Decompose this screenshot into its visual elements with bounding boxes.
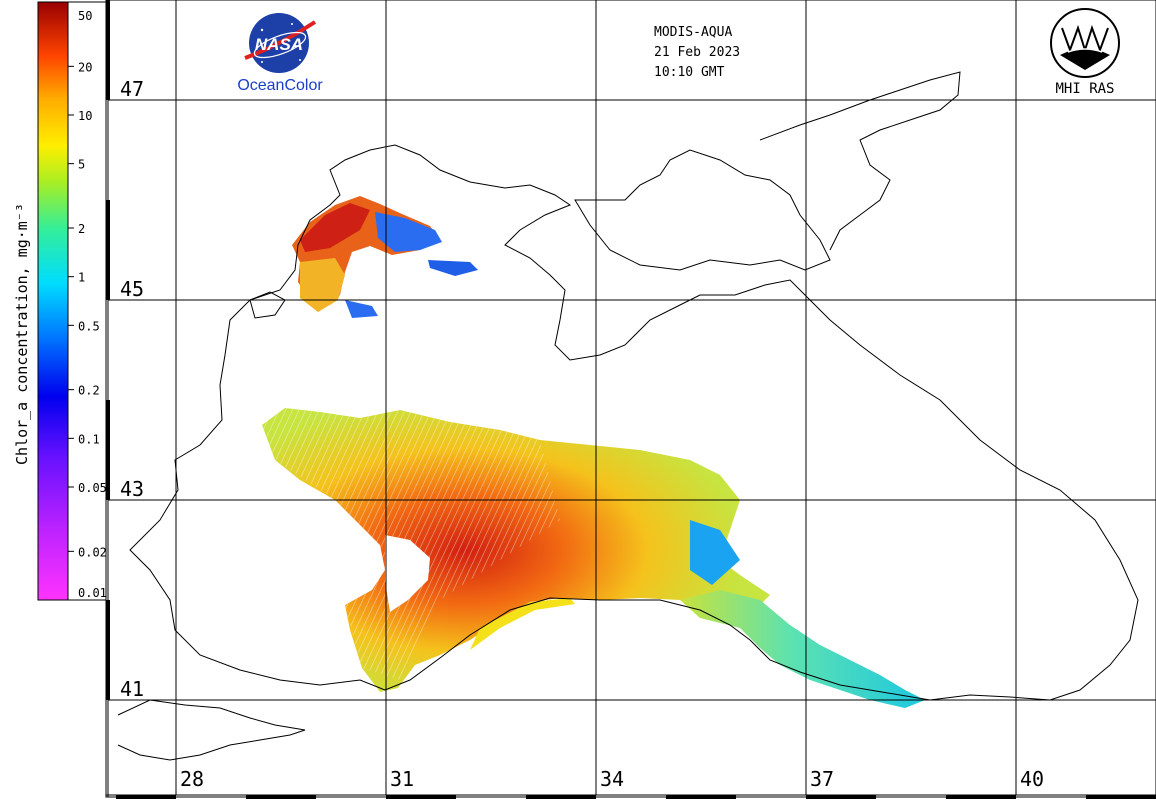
- colorbar-tick-label: 0.02: [78, 545, 107, 559]
- colorbar-tick-label: 0.5: [78, 319, 100, 333]
- lat-label-41: 41: [120, 677, 144, 701]
- marmara-coastline: [117, 699, 306, 761]
- coastal-yellow-rim: [470, 598, 575, 650]
- danube-delta: [249, 291, 286, 319]
- map-frame: [105, 0, 1156, 799]
- colorbar-gradient: [37, 1, 69, 601]
- nw-shelf-blue-tail: [428, 260, 478, 276]
- nw-shelf-yellow: [300, 258, 345, 312]
- colorbar-tick-label: 0.05: [78, 481, 107, 495]
- colorbar-tick-label: 20: [78, 60, 92, 74]
- acquisition-time: 10:10 GMT: [654, 65, 725, 80]
- satellite-name: MODIS-AQUA: [654, 25, 732, 40]
- nw-shelf-blue: [375, 212, 442, 252]
- crimea-coastline: [574, 149, 831, 271]
- header-info: MODIS-AQUA 21 Feb 2023 10:10 GMT: [654, 25, 740, 80]
- lon-label-40: 40: [1020, 767, 1044, 791]
- lat-label-43: 43: [120, 477, 144, 501]
- nw-shelf-red: [300, 203, 370, 252]
- lat-labels: 47 45 43 41: [112, 76, 152, 701]
- colorbar-tick-label: 5: [78, 158, 85, 172]
- colorbar-tick-label: 0.1: [78, 432, 100, 446]
- left-scale-ticks: [106, 0, 110, 700]
- colorbar-tick-label: 0.2: [78, 384, 100, 398]
- lon-label-31: 31: [390, 767, 414, 791]
- oceancolor-wordmark: OceanColor: [237, 77, 323, 94]
- bottom-scale-ticks: [116, 795, 1156, 799]
- colorbar-tick-label: 1: [78, 271, 85, 285]
- lat-lon-grid: [108, 0, 1156, 795]
- colorbar-tick-label: 50: [78, 9, 92, 23]
- colorbar-tick-label: 10: [78, 109, 92, 123]
- lat-label-47: 47: [120, 77, 144, 101]
- nasa-wordmark: NASA: [255, 35, 303, 54]
- colorbar-label: Chlor_a concentration, mg·m⁻³: [13, 203, 31, 465]
- mhi-ras-wordmark: MHI RAS: [1055, 81, 1114, 97]
- colorbar-tick-panel: [67, 1, 107, 601]
- mhi-ras-logo: MHI RAS: [1050, 8, 1120, 97]
- east-coastal-plume: [680, 590, 925, 708]
- lon-labels: 28 31 34 37 40: [180, 767, 1044, 791]
- lon-label-34: 34: [600, 767, 624, 791]
- acquisition-date: 21 Feb 2023: [654, 45, 740, 60]
- nw-shelf-blue-small: [345, 300, 378, 318]
- colorbar-tick-label: 0.01: [78, 586, 107, 600]
- colorbar-tick-label: 2: [78, 222, 85, 236]
- azov-coastline: [759, 71, 961, 251]
- colorbar: 50 20 10 5 2 1 0.5 0.2 0.1 0.05 0.02 0.01 Chlor_a c…: [13, 1, 107, 601]
- nasa-logo: NASA OceanColor: [237, 13, 323, 94]
- chlorophyll-field: [262, 196, 925, 708]
- colorbar-ticks: 50 20 10 5 2 1 0.5 0.2 0.1 0.05 0.02 0.01: [68, 1, 107, 601]
- lon-label-28: 28: [180, 767, 204, 791]
- lat-label-45: 45: [120, 277, 144, 301]
- stripe-overlay: [262, 408, 560, 680]
- lon-label-37: 37: [810, 767, 834, 791]
- eastern-blue-edge: [690, 520, 740, 585]
